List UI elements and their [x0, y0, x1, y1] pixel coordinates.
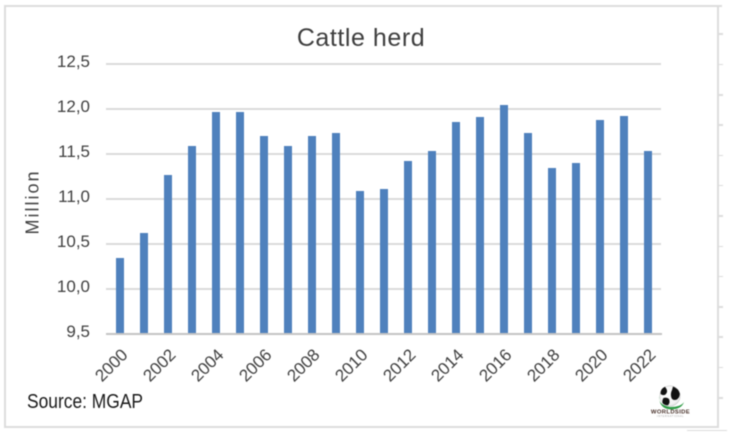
svg-text:WORLDSIDE: WORLDSIDE	[651, 410, 690, 416]
svg-text:INTERNATIONAL: INTERNATIONAL	[657, 414, 684, 418]
